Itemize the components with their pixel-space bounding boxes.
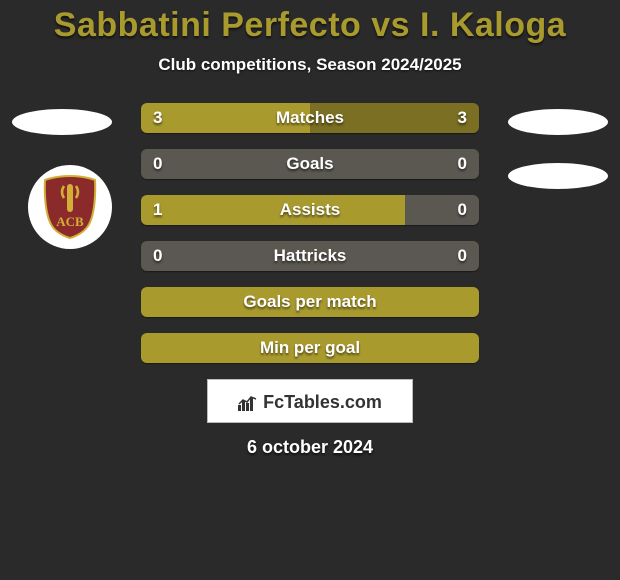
stat-label: Goals per match — [141, 287, 479, 317]
stat-row: Matches3 3 — [141, 103, 479, 133]
stat-value-left: 3 — [153, 103, 162, 133]
date-label: 6 october 2024 — [0, 437, 620, 458]
stat-value-left: 1 — [153, 195, 162, 225]
stat-row: Goals0 0 — [141, 149, 479, 179]
stat-row: Min per goal — [141, 333, 479, 363]
stat-value-right: 0 — [458, 241, 467, 271]
title-text: Sabbatini Perfecto vs I. Kaloga — [54, 6, 566, 44]
stat-label: Matches — [141, 103, 479, 133]
stat-row: Assists1 0 — [141, 195, 479, 225]
club-badge: ACB — [28, 165, 112, 249]
stat-value-left: 0 — [153, 149, 162, 179]
stat-value-right: 0 — [458, 149, 467, 179]
comparison-panel: ACB Matches33Goals00Assists10Hattricks00… — [0, 103, 620, 458]
stat-value-left: 0 — [153, 241, 162, 271]
page-title: Sabbatini Perfecto vs I. Kaloga — [0, 0, 620, 45]
stat-row: Hattricks0 0 — [141, 241, 479, 271]
attribution-box: FcTables.com — [207, 379, 413, 423]
player-slot-left — [12, 109, 112, 135]
attribution-text: FcTables.com — [263, 392, 382, 412]
fctables-logo-icon — [238, 395, 260, 411]
stat-label: Hattricks — [141, 241, 479, 271]
stat-rows: Matches33Goals00Assists10Hattricks00Goal… — [141, 103, 479, 363]
player-slot-right-2 — [508, 163, 608, 189]
stat-label: Min per goal — [141, 333, 479, 363]
subtitle: Club competitions, Season 2024/2025 — [0, 55, 620, 75]
stat-label: Assists — [141, 195, 479, 225]
stat-row: Goals per match — [141, 287, 479, 317]
svg-text:ACB: ACB — [56, 214, 84, 229]
player-slot-right-1 — [508, 109, 608, 135]
club-crest-icon: ACB — [40, 174, 100, 240]
stat-value-right: 0 — [458, 195, 467, 225]
stat-label: Goals — [141, 149, 479, 179]
stat-value-right: 3 — [458, 103, 467, 133]
